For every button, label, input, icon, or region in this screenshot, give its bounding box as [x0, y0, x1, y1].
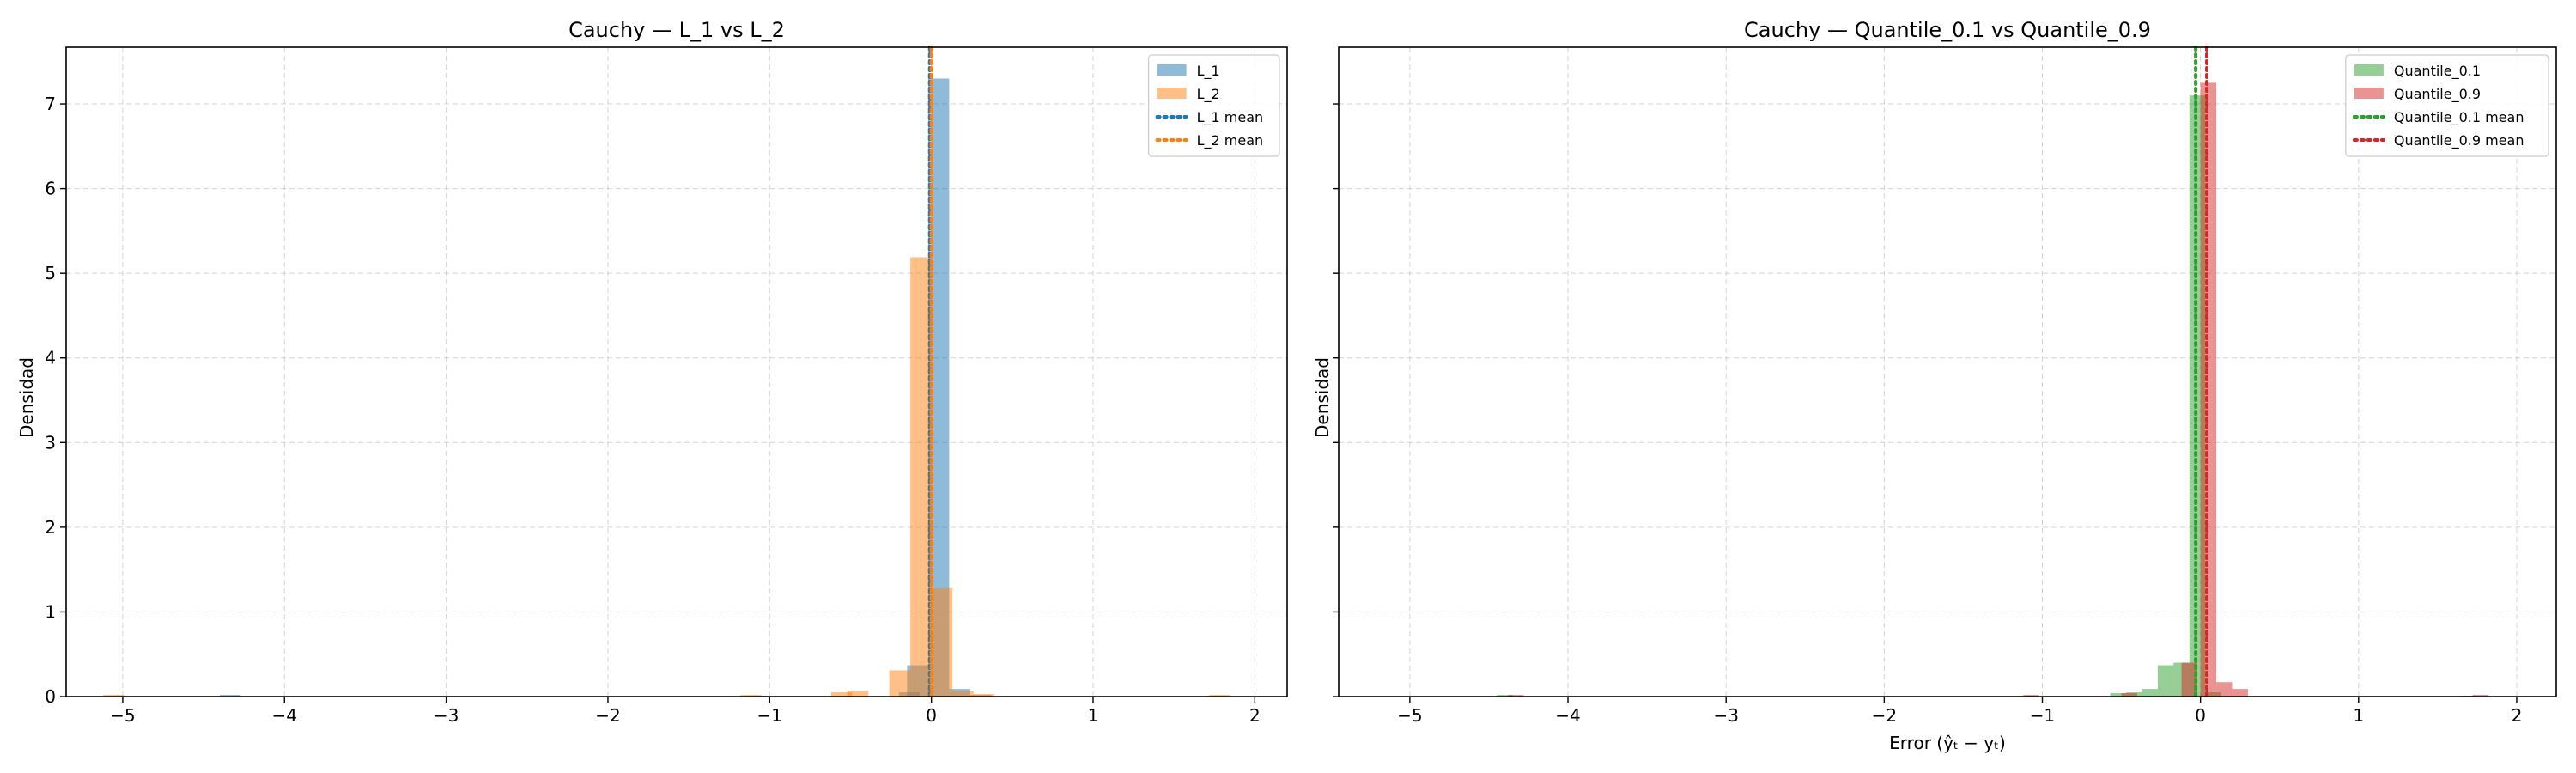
y-tick-label: 5 — [45, 263, 56, 283]
y-tick-label: 1 — [45, 601, 56, 622]
histogram-bar — [910, 257, 932, 697]
legend-label: L_2 mean — [1197, 132, 1264, 149]
axis-ticks: −5 −4 −3 −2 −1 0 1 2 0 1 2 3 4 5 6 7 — [45, 94, 1260, 726]
legend-label: Quantile_0.1 mean — [2394, 109, 2524, 126]
histogram-bar — [1209, 695, 1231, 697]
plot-area-frame — [65, 46, 1288, 697]
histogram-bar — [952, 691, 974, 697]
histogram-bar — [740, 695, 762, 697]
x-tick-label: −2 — [595, 705, 620, 726]
histogram-bar — [2200, 82, 2217, 697]
x-tick-label: −4 — [272, 705, 297, 726]
y-tick-label: 7 — [45, 94, 56, 114]
chart-panel-left: Cauchy — L_1 vs L_2 Densidad −5 −4 −3 −2 −1 0… — [16, 18, 1288, 726]
legend-label: L_1 mean — [1197, 109, 1264, 126]
chart-title: Cauchy — L_1 vs L_2 — [568, 18, 785, 42]
x-tick-label: 1 — [2353, 705, 2364, 726]
chart-panel-right: Cauchy — Quantile_0.1 vs Quantile_0.9 De… — [1312, 18, 2557, 753]
legend-swatch — [1157, 64, 1187, 76]
legend: L_1 L_2 L_1 mean L_2 mean — [1147, 54, 1280, 157]
x-tick-label: 2 — [1249, 705, 1261, 726]
legend-swatch — [2354, 88, 2384, 99]
y-tick-label: 2 — [45, 517, 56, 538]
x-tick-label: 0 — [926, 705, 937, 726]
legend-swatch — [1157, 88, 1187, 99]
histogram-bar — [931, 587, 953, 697]
histogram-bar — [830, 692, 853, 697]
y-tick-label: 4 — [45, 348, 56, 368]
histogram-bar — [2121, 693, 2137, 697]
x-tick-label: −1 — [757, 705, 782, 726]
y-tick-label: 0 — [45, 686, 56, 707]
legend-box — [1147, 54, 1280, 157]
legend-label: L_2 — [1197, 86, 1220, 103]
mean-lines — [2194, 46, 2209, 698]
histogram-bar — [2472, 695, 2488, 697]
y-tick-label: 3 — [45, 432, 56, 453]
y-axis-label: Densidad — [16, 357, 37, 438]
x-tick-label: −5 — [110, 705, 135, 726]
x-tick-label: −3 — [434, 705, 459, 726]
histogram-bar — [219, 695, 241, 697]
x-tick-label: 1 — [1088, 705, 1099, 726]
x-axis-label: Error (ŷₜ − yₜ) — [1889, 733, 2006, 753]
histogram-bar — [2023, 695, 2039, 697]
histogram-bar — [103, 695, 125, 697]
histogram-bar — [973, 694, 995, 697]
histogram-bar — [2181, 662, 2197, 697]
legend: Quantile_0.1 Quantile_0.9 Quantile_0.1 mea… — [2345, 54, 2549, 157]
histogram-bar — [847, 691, 869, 697]
legend-label: Quantile_0.9 — [2394, 86, 2481, 103]
legend-label: L_1 — [1197, 63, 1220, 80]
chart-title: Cauchy — Quantile_0.1 vs Quantile_0.9 — [1744, 18, 2151, 42]
legend-label: Quantile_0.9 mean — [2394, 132, 2524, 149]
plot-area-frame — [1338, 46, 2557, 697]
y-axis-label: Densidad — [1312, 357, 1333, 438]
x-tick-label: −3 — [1713, 705, 1738, 726]
histogram-bar — [2142, 689, 2158, 697]
legend-label: Quantile_0.1 — [2394, 63, 2481, 80]
x-tick-label: −4 — [1555, 705, 1580, 726]
axis-ticks: −5 −4 −3 −2 −1 0 1 2 — [1333, 103, 2523, 726]
x-tick-label: 0 — [2195, 705, 2206, 726]
histogram-bar — [1508, 695, 1524, 697]
histogram-bar — [1497, 695, 1513, 697]
histogram-bar — [889, 670, 911, 697]
histogram-bars — [1497, 82, 2488, 697]
histogram-bar — [2232, 689, 2248, 697]
x-tick-label: −5 — [1397, 705, 1422, 726]
histogram-bar — [2110, 693, 2127, 697]
mean-lines — [927, 46, 933, 698]
x-tick-label: −2 — [1872, 705, 1897, 726]
x-tick-label: −1 — [2030, 705, 2055, 726]
y-tick-label: 6 — [45, 179, 56, 199]
legend-box — [2345, 54, 2549, 157]
legend-swatch — [2354, 64, 2384, 76]
histogram-bar — [2216, 682, 2233, 697]
x-tick-label: 2 — [2512, 705, 2523, 726]
histogram-bar — [2157, 665, 2174, 697]
